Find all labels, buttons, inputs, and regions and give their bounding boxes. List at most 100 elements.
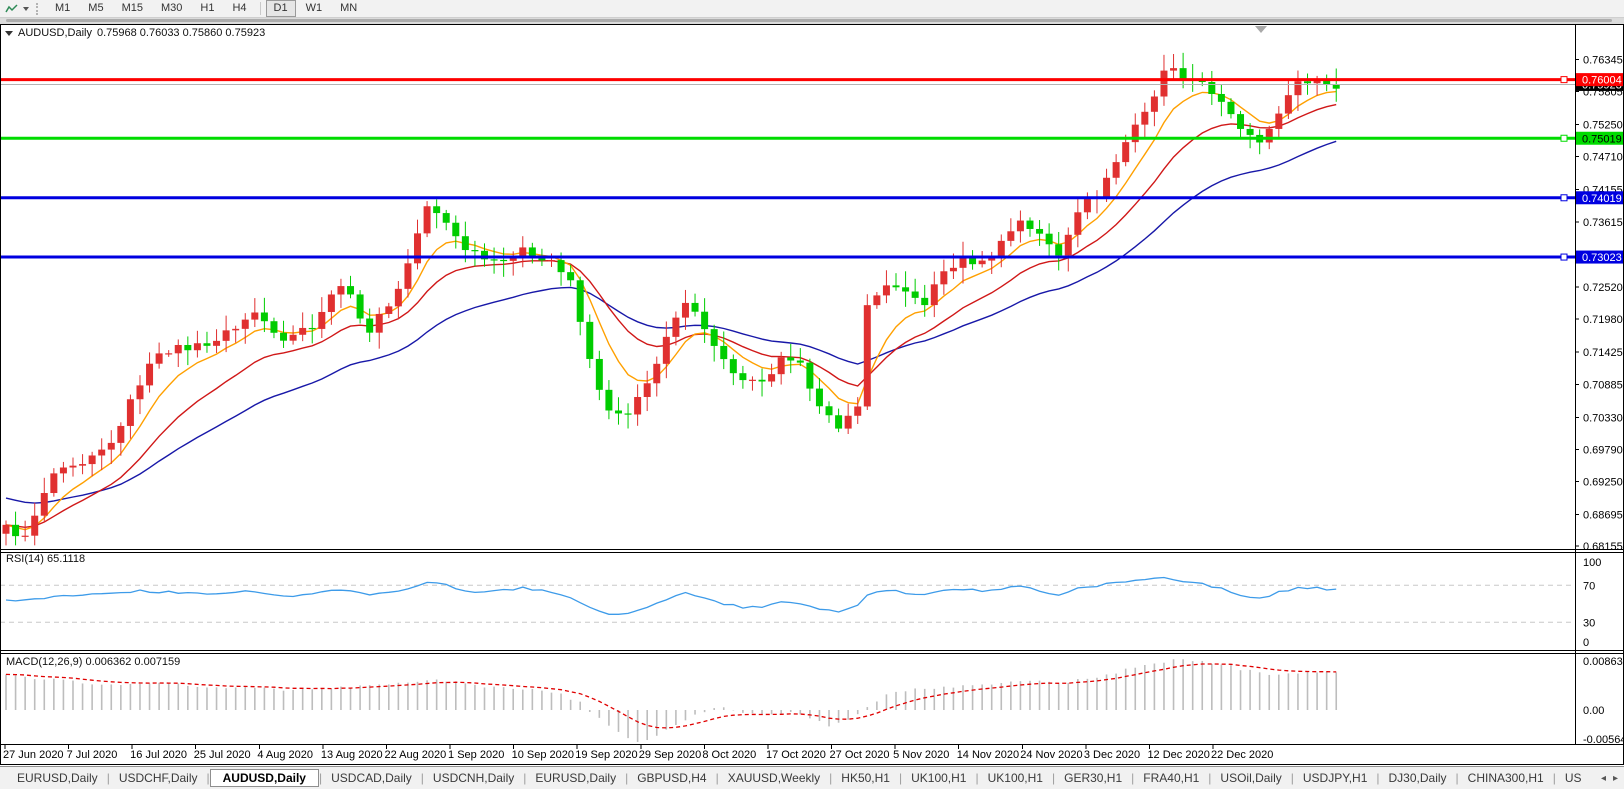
timeframe-button-H1[interactable]: H1 — [200, 2, 215, 14]
svg-text:0.68695: 0.68695 — [1583, 510, 1623, 522]
svg-text:13 Aug 2020: 13 Aug 2020 — [321, 749, 383, 761]
tab-separator: | — [523, 771, 527, 785]
tab-separator: | — [715, 771, 719, 785]
symbol-tab-US[interactable]: US — [1564, 771, 1582, 785]
svg-text:0.72520: 0.72520 — [1583, 282, 1623, 294]
svg-text:0.71980: 0.71980 — [1583, 314, 1623, 326]
symbol-tab-HK50-H1[interactable]: HK50,H1 — [841, 771, 890, 785]
svg-text:0.69790: 0.69790 — [1583, 445, 1623, 457]
svg-text:27 Oct 2020: 27 Oct 2020 — [830, 749, 890, 761]
tab-separator: | — [898, 771, 903, 785]
timeframe-button-H4[interactable]: H4 — [232, 2, 247, 14]
symbol-tab-AUDUSD-Daily[interactable]: AUDUSD,Daily — [209, 769, 319, 787]
tab-scroll-arrows: ◂ ▸ — [1594, 767, 1624, 789]
svg-text:0.69250: 0.69250 — [1583, 477, 1623, 489]
rsi-label: RSI(14) 65.1118 — [6, 553, 86, 565]
svg-text:25 Jul 2020: 25 Jul 2020 — [194, 749, 251, 761]
ma-medium — [5, 103, 1337, 529]
chart-tool-button[interactable] — [0, 0, 34, 17]
timeframe-button-W1[interactable]: W1 — [305, 2, 323, 14]
tab-separator: | — [1290, 771, 1294, 785]
tab-separator: | — [1208, 771, 1212, 785]
support-blue-2-tag — [1576, 250, 1623, 264]
svg-text:5 Nov 2020: 5 Nov 2020 — [893, 749, 949, 761]
tab-separator: | — [1552, 771, 1556, 785]
support-blue-2-handle — [1560, 253, 1568, 261]
svg-text:12 Dec 2020: 12 Dec 2020 — [1147, 749, 1209, 761]
chart-shift-marker-icon[interactable] — [1255, 26, 1267, 33]
support-green-tag — [1576, 131, 1623, 145]
svg-text:8 Oct 2020: 8 Oct 2020 — [702, 749, 756, 761]
rsi-title: RSI(14) 65.1118 — [6, 553, 85, 565]
svg-text:0.76345: 0.76345 — [1583, 54, 1623, 66]
svg-text:24 Nov 2020: 24 Nov 2020 — [1020, 749, 1082, 761]
symbol-tab-XAUUSD-Weekly[interactable]: XAUUSD,Weekly — [727, 771, 821, 785]
symbol-tab-DJ30-Daily[interactable]: DJ30,Daily — [1388, 771, 1447, 785]
symbol-tab-FRA40-H1[interactable]: FRA40,H1 — [1143, 771, 1200, 785]
timeframe-button-M5[interactable]: M5 — [88, 2, 104, 14]
timeframe-button-MN[interactable]: MN — [340, 2, 358, 14]
symbol-tab-USDCHF-Daily[interactable]: USDCHF,Daily — [118, 771, 198, 785]
tab-scroll-left-icon[interactable]: ◂ — [1600, 772, 1606, 784]
svg-text:22 Aug 2020: 22 Aug 2020 — [384, 749, 446, 761]
tab-separator: | — [318, 771, 323, 785]
resistance-red-tag — [1576, 73, 1623, 87]
svg-text:0.74710: 0.74710 — [1583, 152, 1623, 164]
macd-panel — [5, 659, 1338, 742]
symbol-tab-GER30-H1[interactable]: GER30,H1 — [1064, 771, 1123, 785]
symbol-tab-CHINA300-H1[interactable]: CHINA300,H1 — [1467, 771, 1544, 785]
timeframe-button-M1[interactable]: M1 — [55, 2, 71, 14]
tab-scroll-right-icon[interactable]: ▸ — [1612, 772, 1618, 784]
macd-label: MACD(12,26,9) 0.006362 0.007159 — [6, 656, 181, 668]
timeframe-button-D1[interactable]: D1 — [265, 0, 296, 17]
collapse-arrow-icon[interactable] — [5, 30, 13, 36]
tab-separator: | — [1051, 771, 1056, 785]
symbol-tab-EURUSD-Daily[interactable]: EURUSD,Daily — [535, 771, 617, 785]
symbol-tab-USOil-Daily[interactable]: USOil,Daily — [1220, 771, 1282, 785]
tab-separator: | — [420, 771, 424, 785]
timeframe-toolbar: M1 M5 M15 M30 H1 H4 D1 W1 MN — [0, 0, 1624, 18]
svg-text:0.75019: 0.75019 — [1582, 133, 1622, 145]
svg-text:7 Jul 2020: 7 Jul 2020 — [67, 749, 118, 761]
symbol-tab-USDCNH-Daily[interactable]: USDCNH,Daily — [432, 771, 515, 785]
symbol-tab-GBPUSD-H4[interactable]: GBPUSD,H4 — [637, 771, 707, 785]
svg-text:0.70885: 0.70885 — [1583, 379, 1623, 391]
svg-text:0: 0 — [1583, 637, 1589, 649]
support-blue-1-handle — [1560, 194, 1568, 202]
scrollbar-thumb[interactable] — [6, 19, 1612, 22]
main-price-panel — [2, 52, 1340, 546]
ma-slow — [5, 140, 1337, 504]
tab-separator: | — [206, 771, 210, 785]
svg-text:0.75250: 0.75250 — [1583, 120, 1623, 132]
timeframe-button-M30[interactable]: M30 — [160, 2, 183, 14]
timeframe-button-group: M1 M5 M15 M30 H1 H4 D1 W1 MN — [46, 0, 366, 17]
svg-text:27 Jun 2020: 27 Jun 2020 — [3, 749, 64, 761]
symbol-tab-EURUSD-Daily[interactable]: EURUSD,Daily — [17, 771, 98, 785]
horizontal-scrollbar[interactable] — [0, 18, 1624, 24]
svg-text:3 Dec 2020: 3 Dec 2020 — [1084, 749, 1140, 761]
svg-text:0.68155: 0.68155 — [1583, 541, 1623, 553]
svg-text:17 Oct 2020: 17 Oct 2020 — [766, 749, 826, 761]
svg-text:22 Dec 2020: 22 Dec 2020 — [1211, 749, 1273, 761]
macd-title: MACD(12,26,9) 0.006362 0.007159 — [6, 656, 180, 668]
svg-text:30: 30 — [1583, 617, 1595, 629]
timeframe-button-M15[interactable]: M15 — [121, 2, 143, 14]
support-blue-1-tag — [1576, 191, 1623, 205]
toolbar-grip[interactable] — [36, 2, 40, 15]
rsi-panel — [0, 576, 1574, 623]
line-chart-icon — [5, 3, 18, 12]
toolbar-separator — [259, 2, 261, 15]
svg-text:19 Sep 2020: 19 Sep 2020 — [575, 749, 637, 761]
symbol-period-label: AUDUSD,Daily — [18, 27, 92, 39]
symbol-tab-USDJPY-H1[interactable]: USDJPY,H1 — [1302, 771, 1368, 785]
tab-separator: | — [106, 771, 110, 785]
chevron-down-icon — [23, 6, 29, 11]
symbol-tab-UK100-H1[interactable]: UK100,H1 — [987, 771, 1043, 785]
svg-text:16 Jul 2020: 16 Jul 2020 — [130, 749, 187, 761]
symbol-tab-USDCAD-Daily[interactable]: USDCAD,Daily — [331, 771, 412, 785]
svg-text:0.71425: 0.71425 — [1583, 347, 1623, 359]
symbol-tab-UK100-H1[interactable]: UK100,H1 — [911, 771, 967, 785]
svg-text:4 Aug 2020: 4 Aug 2020 — [257, 749, 313, 761]
